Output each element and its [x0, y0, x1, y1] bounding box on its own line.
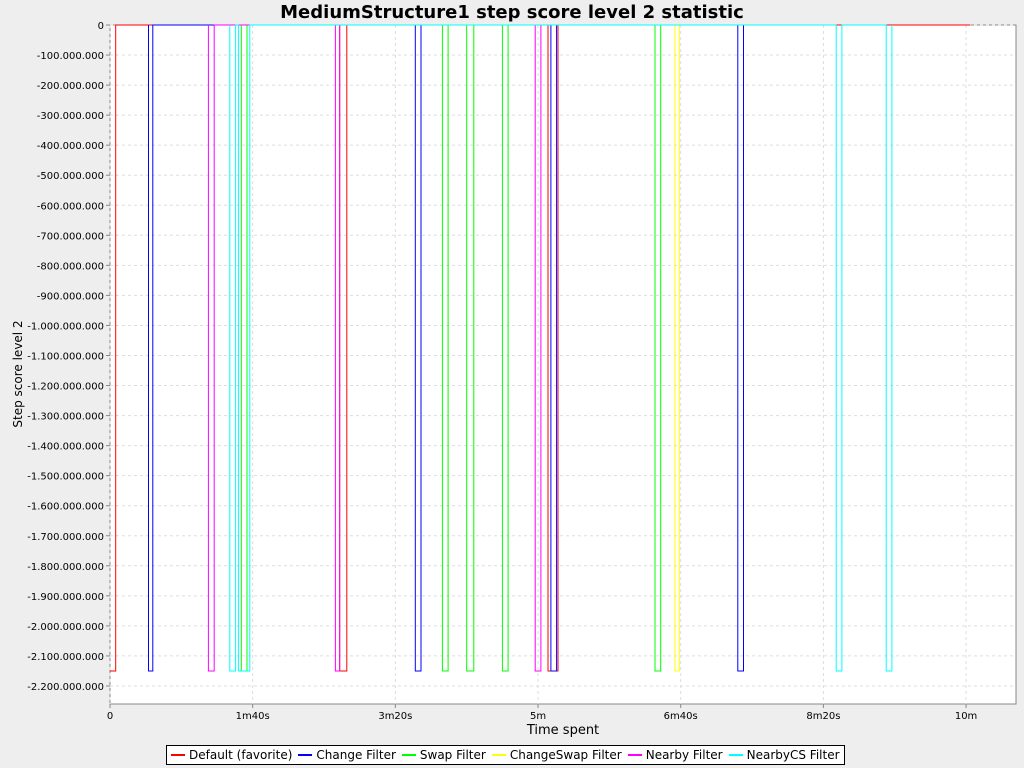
series-line-0	[110, 24, 971, 672]
y-tick-label: -500.000.000	[37, 171, 104, 182]
y-tick-label: -1.200.000.000	[27, 382, 104, 393]
legend-label: Nearby Filter	[645, 748, 723, 762]
legend-label: Change Filter	[316, 748, 396, 762]
x-tick-label: 3m20s	[378, 711, 412, 722]
legend-label: Swap Filter	[419, 748, 486, 762]
series-layer	[110, 24, 971, 672]
y-tick-label: -1.000.000.000	[27, 321, 104, 332]
x-tick-label: 10m	[955, 711, 977, 722]
series-line-3	[674, 25, 680, 672]
y-tick-label: -1.300.000.000	[27, 412, 104, 423]
y-tick-label: -2.200.000.000	[27, 682, 104, 693]
series-line-5	[229, 24, 893, 672]
x-tick-label: 6m40s	[664, 711, 698, 722]
y-tick-label: -1.800.000.000	[27, 562, 104, 573]
y-axis-label: Step score level 2	[11, 320, 25, 427]
y-tick-label: -900.000.000	[37, 291, 104, 302]
legend-swatch	[298, 754, 313, 756]
legend-label: ChangeSwap Filter	[509, 748, 622, 762]
legend-item: Default (favorite)	[171, 748, 292, 762]
legend-swatch	[728, 754, 743, 756]
y-tick-label: -400.000.000	[37, 141, 104, 152]
y-tick-label: 0	[98, 21, 104, 32]
y-tick-label: -1.400.000.000	[27, 442, 104, 453]
x-tick-label: 5m	[530, 711, 546, 722]
x-axis-label: Time spent	[526, 723, 599, 738]
y-tick-label: -700.000.000	[37, 231, 104, 242]
x-tick-label: 8m20s	[806, 711, 840, 722]
legend: Default (favorite) Change Filter Swap Filt…	[166, 745, 845, 765]
axes: 0 -100.000.000 -200.000.000 -300.000.000 -40…	[27, 21, 977, 722]
legend-item: NearbyCS Filter	[728, 748, 840, 762]
legend-swatch	[401, 754, 416, 756]
y-tick-label: -800.000.000	[37, 261, 104, 272]
legend-label: NearbyCS Filter	[746, 748, 840, 762]
x-tick-label: 0	[107, 711, 113, 722]
y-tick-label: -2.100.000.000	[27, 652, 104, 663]
y-tick-label: -1.600.000.000	[27, 502, 104, 513]
y-tick-label: -600.000.000	[37, 201, 104, 212]
legend-item: Swap Filter	[401, 748, 486, 762]
y-tick-label: -2.000.000.000	[27, 622, 104, 633]
x-tick-label: 1m40s	[236, 711, 270, 722]
chart-title: MediumStructure1 step score level 2 stat…	[280, 2, 744, 23]
legend-swatch	[171, 754, 185, 756]
plot-area	[109, 24, 1017, 705]
series-line-4	[207, 24, 542, 672]
y-tick-label: -1.700.000.000	[27, 532, 104, 543]
chart: MediumStructure1 step score level 2 stat…	[11, 2, 1017, 738]
y-tick-label: -1.100.000.000	[27, 351, 104, 362]
legend-item: Change Filter	[298, 748, 396, 762]
legend-swatch	[627, 754, 642, 756]
legend-swatch	[491, 754, 506, 756]
y-tick-label: -200.000.000	[37, 81, 104, 92]
y-tick-label: -300.000.000	[37, 111, 104, 122]
y-tick-label: -1.500.000.000	[27, 472, 104, 483]
grid-lines	[109, 24, 1016, 704]
legend-label: Default (favorite)	[189, 748, 293, 762]
y-tick-label: -1.900.000.000	[27, 592, 104, 603]
legend-item: ChangeSwap Filter	[491, 748, 622, 762]
y-tick-label: -100.000.000	[37, 51, 104, 62]
legend-item: Nearby Filter	[627, 748, 723, 762]
